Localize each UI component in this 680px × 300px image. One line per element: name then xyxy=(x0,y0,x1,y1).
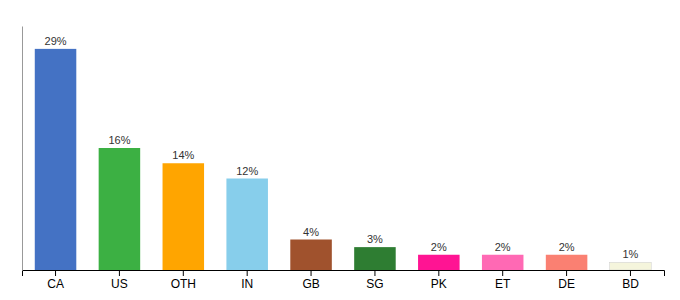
bar xyxy=(610,262,652,270)
x-tick-mark xyxy=(183,270,184,276)
x-axis: CA US OTH IN GB SG PK ET DE BD xyxy=(23,270,665,291)
bar xyxy=(35,49,77,270)
x-tick-label: US xyxy=(111,277,128,291)
data-labels: 29% 16% 14% 12% 4% 3% 2% 2% 2% 1% xyxy=(45,35,639,261)
x-tick-label: SG xyxy=(366,277,383,291)
x-tick: ET xyxy=(495,270,511,291)
x-tick: IN xyxy=(241,270,253,291)
x-tick-mark xyxy=(247,270,248,276)
x-tick: US xyxy=(111,270,128,291)
x-tick-label: PK xyxy=(431,277,447,291)
x-tick-label: OTH xyxy=(171,277,196,291)
x-tick-label: GB xyxy=(302,277,319,291)
x-tick: CA xyxy=(47,270,64,291)
x-tick: DE xyxy=(558,270,575,291)
data-label: 4% xyxy=(303,226,319,238)
plot-area: 29% 16% 14% 12% 4% 3% 2% 2% 2% 1% CA US OTH IN GB SG PK E… xyxy=(23,27,665,291)
x-tick-label: ET xyxy=(495,277,511,291)
data-label: 2% xyxy=(559,241,575,253)
x-tick-label: CA xyxy=(47,277,64,291)
data-label: 16% xyxy=(108,134,130,146)
x-axis-line xyxy=(23,271,665,277)
x-tick: PK xyxy=(431,270,447,291)
x-tick-mark xyxy=(630,270,631,276)
bar xyxy=(354,247,396,270)
x-tick: GB xyxy=(302,270,319,291)
x-tick-label: IN xyxy=(241,277,253,291)
y-axis xyxy=(22,27,23,271)
bar xyxy=(290,240,332,271)
data-label: 29% xyxy=(45,35,67,47)
chart-container: 29% 16% 14% 12% 4% 3% 2% 2% 2% 1% CA US OTH IN GB SG PK E… xyxy=(0,0,680,300)
chart-svg: 29% 16% 14% 12% 4% 3% 2% 2% 2% 1% CA US OTH IN GB SG PK E… xyxy=(0,0,680,300)
x-tick-mark xyxy=(502,270,503,276)
x-tick: SG xyxy=(366,270,383,291)
data-label: 1% xyxy=(623,248,639,260)
data-label: 14% xyxy=(172,149,194,161)
bars xyxy=(35,49,651,270)
x-tick-label: DE xyxy=(558,277,575,291)
data-label: 12% xyxy=(236,165,258,177)
data-label: 3% xyxy=(367,233,383,245)
x-tick-mark xyxy=(438,270,439,276)
bar xyxy=(418,255,460,270)
y-axis-line xyxy=(22,27,23,271)
x-tick-mark xyxy=(119,270,120,276)
x-tick: BD xyxy=(622,270,639,291)
data-label: 2% xyxy=(431,241,447,253)
data-label: 2% xyxy=(495,241,511,253)
bar xyxy=(163,163,205,270)
bar xyxy=(546,255,588,270)
x-tick-mark xyxy=(55,270,56,276)
x-tick-mark xyxy=(566,270,567,276)
x-tick-label: BD xyxy=(622,277,639,291)
bar xyxy=(226,179,268,271)
x-tick-mark xyxy=(374,270,375,276)
bar xyxy=(482,255,524,270)
bar xyxy=(99,148,141,270)
x-tick-mark xyxy=(311,270,312,276)
x-tick: OTH xyxy=(171,270,196,291)
